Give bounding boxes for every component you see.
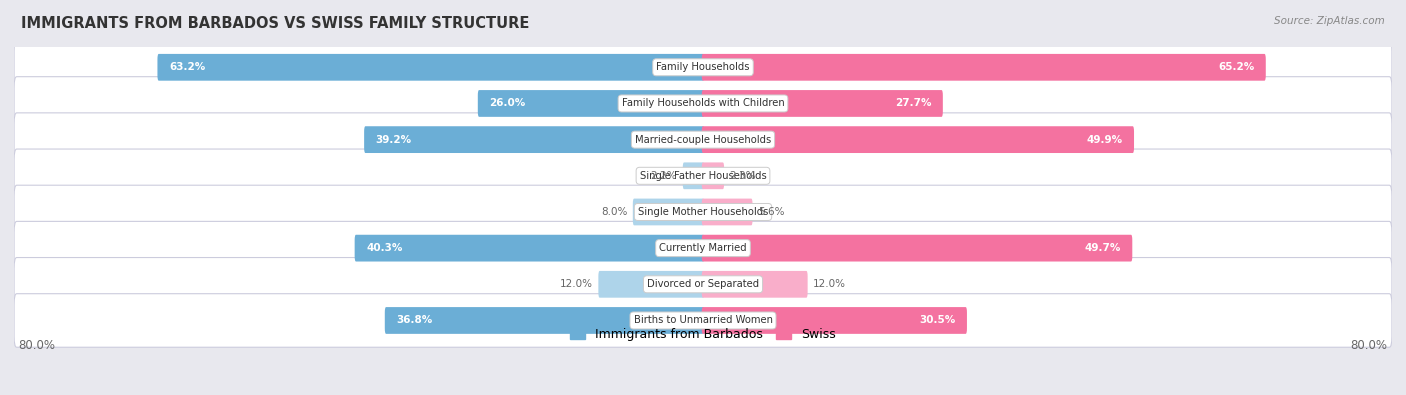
FancyBboxPatch shape: [14, 185, 1392, 239]
Text: Married-couple Households: Married-couple Households: [636, 135, 770, 145]
Text: Family Households: Family Households: [657, 62, 749, 72]
FancyBboxPatch shape: [14, 113, 1392, 166]
FancyBboxPatch shape: [157, 54, 704, 81]
Text: 63.2%: 63.2%: [169, 62, 205, 72]
FancyBboxPatch shape: [385, 307, 704, 334]
FancyBboxPatch shape: [633, 199, 704, 226]
FancyBboxPatch shape: [702, 126, 1135, 153]
FancyBboxPatch shape: [702, 235, 1132, 261]
Legend: Immigrants from Barbados, Swiss: Immigrants from Barbados, Swiss: [564, 322, 842, 347]
Text: 30.5%: 30.5%: [920, 316, 955, 325]
FancyBboxPatch shape: [702, 162, 724, 189]
FancyBboxPatch shape: [14, 77, 1392, 130]
Text: Source: ZipAtlas.com: Source: ZipAtlas.com: [1274, 16, 1385, 26]
FancyBboxPatch shape: [478, 90, 704, 117]
Text: 8.0%: 8.0%: [600, 207, 627, 217]
FancyBboxPatch shape: [14, 294, 1392, 347]
FancyBboxPatch shape: [599, 271, 704, 298]
Text: Family Households with Children: Family Households with Children: [621, 98, 785, 109]
Text: 36.8%: 36.8%: [396, 316, 433, 325]
FancyBboxPatch shape: [364, 126, 704, 153]
Text: Single Father Households: Single Father Households: [640, 171, 766, 181]
FancyBboxPatch shape: [683, 162, 704, 189]
Text: 80.0%: 80.0%: [18, 339, 55, 352]
FancyBboxPatch shape: [14, 41, 1392, 94]
Text: Births to Unmarried Women: Births to Unmarried Women: [634, 316, 772, 325]
Text: 5.6%: 5.6%: [758, 207, 785, 217]
Text: 39.2%: 39.2%: [375, 135, 412, 145]
FancyBboxPatch shape: [702, 307, 967, 334]
FancyBboxPatch shape: [702, 54, 1265, 81]
Text: IMMIGRANTS FROM BARBADOS VS SWISS FAMILY STRUCTURE: IMMIGRANTS FROM BARBADOS VS SWISS FAMILY…: [21, 16, 530, 31]
FancyBboxPatch shape: [354, 235, 704, 261]
FancyBboxPatch shape: [702, 271, 807, 298]
Text: 80.0%: 80.0%: [1351, 339, 1388, 352]
Text: Currently Married: Currently Married: [659, 243, 747, 253]
Text: 26.0%: 26.0%: [489, 98, 526, 109]
Text: Divorced or Separated: Divorced or Separated: [647, 279, 759, 289]
Text: 12.0%: 12.0%: [813, 279, 846, 289]
Text: 65.2%: 65.2%: [1218, 62, 1254, 72]
FancyBboxPatch shape: [14, 258, 1392, 311]
Text: 2.2%: 2.2%: [651, 171, 678, 181]
Text: 40.3%: 40.3%: [367, 243, 402, 253]
Text: 27.7%: 27.7%: [894, 98, 931, 109]
FancyBboxPatch shape: [702, 199, 752, 226]
FancyBboxPatch shape: [14, 221, 1392, 275]
Text: 49.7%: 49.7%: [1084, 243, 1121, 253]
FancyBboxPatch shape: [14, 149, 1392, 203]
Text: 49.9%: 49.9%: [1087, 135, 1122, 145]
Text: Single Mother Households: Single Mother Households: [638, 207, 768, 217]
Text: 2.3%: 2.3%: [730, 171, 756, 181]
Text: 12.0%: 12.0%: [560, 279, 593, 289]
FancyBboxPatch shape: [702, 90, 943, 117]
